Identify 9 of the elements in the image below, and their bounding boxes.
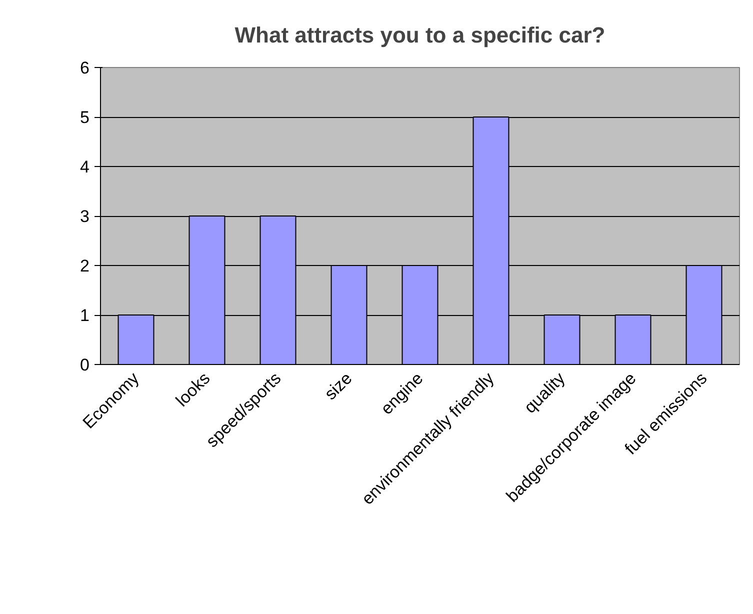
y-tick-label: 5 <box>80 108 90 127</box>
chart-title: What attracts you to a specific car? <box>234 22 606 48</box>
y-tick-label: 1 <box>80 306 90 325</box>
y-tick-label: 2 <box>80 256 90 276</box>
y-tick-label: 6 <box>80 58 90 78</box>
y-tick-label: 0 <box>80 356 90 374</box>
x-tick-label: size <box>320 368 356 404</box>
y-tick-label: 3 <box>80 207 90 226</box>
y-tick-label: 4 <box>80 158 90 176</box>
